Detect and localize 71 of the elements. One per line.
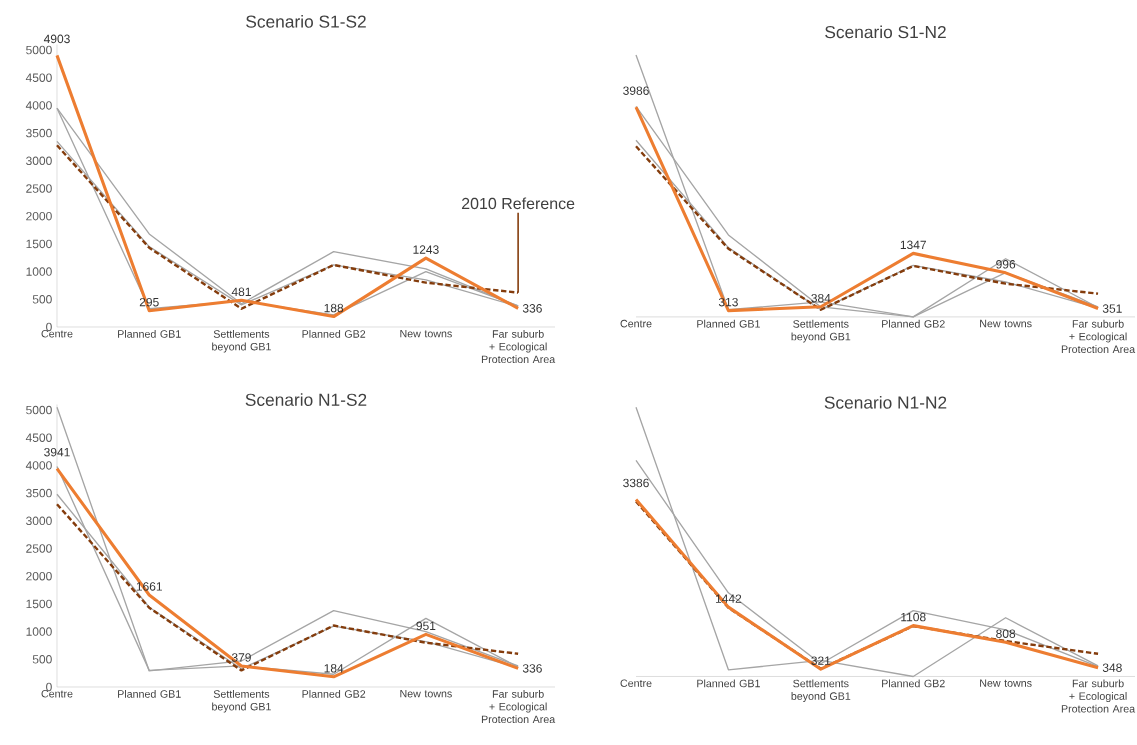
data-label: 351	[1102, 304, 1122, 313]
data-label: 951	[416, 621, 436, 631]
data-label: 384	[811, 293, 831, 303]
x-tick-label: Far suburb + Ecological Protection Area	[481, 689, 556, 724]
x-tick-label: Planned GB1	[118, 329, 181, 338]
y-tick-label: 5000	[26, 45, 52, 55]
data-label: 481	[231, 287, 251, 297]
y-tick-label: 3500	[26, 488, 52, 498]
x-tick-label: Far suburb + Ecological Protection Area	[1061, 679, 1136, 713]
x-tick-label: Planned GB2	[882, 679, 945, 688]
x-tick-label: Planned GB2	[882, 319, 945, 328]
y-tick-label: 2000	[26, 571, 52, 581]
x-tick-label: Settlements beyond GB1	[212, 689, 271, 713]
chart-title: Scenario N1-N2	[824, 395, 947, 409]
y-tick-label: 0	[46, 322, 52, 332]
data-label: 348	[1102, 663, 1122, 672]
y-tick-label: 4000	[25, 101, 52, 110]
y-tick-label: 500	[32, 655, 52, 664]
y-tick-label: 2000	[26, 211, 52, 221]
x-tick-label: Planned GB1	[697, 679, 760, 688]
y-tick-label: 4500	[25, 433, 52, 442]
y-tick-label: 0	[46, 682, 52, 692]
data-label: 1347	[900, 240, 926, 250]
y-tick-label: 1500	[26, 239, 52, 249]
data-label: 321	[811, 656, 831, 665]
x-tick-label: New towns	[980, 319, 1032, 328]
data-label: 184	[324, 664, 344, 673]
y-tick-label: 4000	[25, 461, 52, 470]
y-tick-label: 3000	[26, 156, 52, 166]
x-tick-label: Centre	[620, 679, 652, 687]
y-tick-label: 1000	[26, 627, 52, 636]
y-tick-label: 1500	[26, 599, 52, 609]
y-tick-label: 5000	[26, 405, 52, 415]
x-tick-label: Far suburb + Ecological Protection Area	[481, 329, 556, 364]
data-label: 3386	[623, 478, 649, 488]
y-tick-label: 1000	[26, 267, 52, 276]
data-label: 336	[522, 304, 542, 313]
y-tick-label: 2500	[26, 184, 52, 193]
y-tick-label: 2500	[26, 544, 52, 553]
chart-title: Scenario S1-S2	[246, 15, 366, 28]
chart-title: Scenario N1-S2	[245, 393, 367, 406]
x-tick-label: Centre	[620, 319, 652, 328]
x-tick-label: Far suburb + Ecological Protection Area	[1061, 319, 1136, 354]
x-tick-label: Settlements beyond GB1	[791, 679, 851, 703]
y-tick-label: 3000	[26, 516, 52, 526]
chart-title: Scenario S1-N2	[825, 25, 946, 39]
x-tick-label: New towns	[400, 329, 452, 338]
data-label: 4903	[43, 34, 70, 44]
y-tick-label: 4500	[25, 73, 52, 82]
y-tick-label: 500	[32, 295, 52, 304]
data-label: 996	[996, 260, 1016, 269]
x-tick-label: New towns	[980, 679, 1032, 687]
data-label: 379	[231, 653, 251, 662]
x-tick-label: Centre	[41, 689, 73, 698]
data-label: 808	[996, 629, 1016, 638]
data-label: 1243	[413, 245, 439, 254]
x-tick-label: Centre	[41, 329, 73, 338]
y-tick-label: 3500	[26, 128, 52, 138]
data-label: 1108	[901, 612, 926, 622]
data-label: 188	[324, 303, 344, 313]
x-tick-label: Planned GB1	[118, 689, 181, 698]
data-label: 336	[522, 664, 542, 673]
x-tick-label: Planned GB2	[302, 329, 366, 338]
data-label: 3941	[44, 447, 70, 457]
x-tick-label: Settlements beyond GB1	[212, 329, 271, 353]
data-label: 3986	[623, 86, 649, 95]
x-tick-label: Settlements beyond GB1	[791, 319, 851, 343]
x-tick-label: Planned GB2	[302, 689, 366, 698]
x-tick-label: Planned GB1	[697, 319, 760, 328]
x-tick-label: New towns	[400, 689, 452, 698]
annotation: 2010 Reference	[461, 197, 575, 210]
